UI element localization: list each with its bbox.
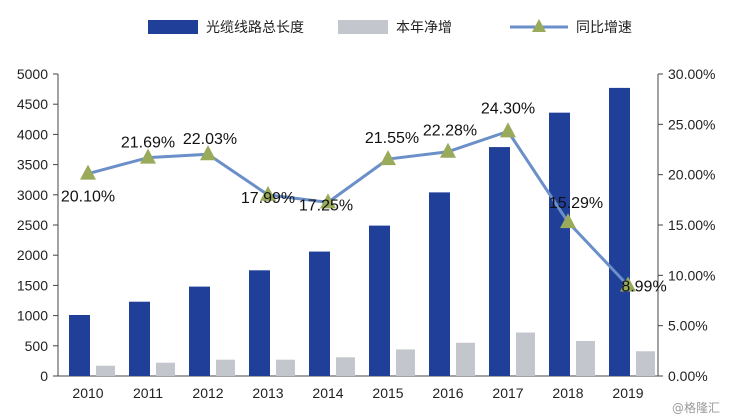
legend-marker-growth xyxy=(532,19,546,32)
growth-line-layer xyxy=(80,122,636,292)
growth-marker xyxy=(440,142,456,158)
growth-data-label: 15.29% xyxy=(549,195,603,212)
growth-marker xyxy=(140,148,156,164)
bar-total-length xyxy=(429,192,450,376)
x-axis-ticks: 2010 2011 2012 2013 2014 2015 2016 2017 2018 2019 xyxy=(72,385,643,401)
growth-marker xyxy=(500,122,516,138)
growth-data-label: 20.10% xyxy=(61,189,115,206)
x-tick-label: 2018 xyxy=(552,385,583,401)
growth-data-label: 24.30% xyxy=(481,100,535,117)
x-tick-label: 2014 xyxy=(312,385,343,401)
bar-net-increase xyxy=(336,357,355,376)
bar-net-increase xyxy=(456,342,475,376)
left-tick-label: 1500 xyxy=(17,277,48,293)
bar-net-increase xyxy=(576,340,595,376)
bar-net-increase xyxy=(516,332,535,376)
left-tick-label: 0 xyxy=(40,368,48,384)
right-tick-label: 30.00% xyxy=(668,66,715,82)
bar-net-increase xyxy=(96,365,115,376)
growth-data-label: 22.03% xyxy=(183,131,237,148)
growth-marker xyxy=(200,145,216,161)
bar-net-increase xyxy=(156,362,175,376)
growth-line xyxy=(87,129,630,287)
bar-total-length xyxy=(249,270,270,376)
legend: 光缆线路总长度 本年净增 同比增速 xyxy=(148,19,632,36)
growth-marker xyxy=(380,150,396,166)
growth-data-label: 8.99% xyxy=(621,279,666,296)
bar-net-increase xyxy=(216,359,235,376)
data-labels-layer: 20.10% 21.69% 22.03% 17.99% 17.25% 21.55% 22.2… xyxy=(61,100,667,295)
legend-label-total-length: 光缆线路总长度 xyxy=(206,20,304,36)
growth-data-label: 21.69% xyxy=(121,135,175,152)
x-tick-label: 2010 xyxy=(72,385,103,401)
bar-total-length xyxy=(489,147,510,376)
x-tick-label: 2013 xyxy=(252,385,283,401)
bar-total-length xyxy=(609,87,630,376)
growth-data-label: 17.99% xyxy=(241,190,295,207)
bar-total-length xyxy=(129,301,150,376)
growth-marker xyxy=(620,276,636,292)
left-axis-ticks: 0 500 1000 1500 2000 2500 3000 3500 4000 4500 5000 xyxy=(17,66,58,384)
left-tick-label: 3500 xyxy=(17,157,48,173)
bar-total-length xyxy=(549,112,570,376)
bars-layer xyxy=(69,87,655,376)
x-tick-label: 2011 xyxy=(133,385,163,401)
growth-marker xyxy=(560,213,576,229)
left-tick-label: 500 xyxy=(25,338,49,354)
bar-net-increase xyxy=(396,349,415,376)
growth-marker xyxy=(260,185,276,201)
growth-marker xyxy=(80,164,96,180)
x-tick-label: 2016 xyxy=(432,385,463,401)
legend-label-net-increase: 本年净增 xyxy=(396,20,452,36)
legend-label-growth: 同比增速 xyxy=(576,20,632,36)
growth-data-label: 22.28% xyxy=(423,123,477,140)
watermark: @格隆汇 xyxy=(672,400,720,415)
left-tick-label: 2500 xyxy=(17,217,48,233)
left-tick-label: 2000 xyxy=(17,247,48,263)
bar-total-length xyxy=(369,225,390,376)
bar-net-increase xyxy=(636,351,655,376)
growth-marker xyxy=(320,193,336,209)
right-tick-label: 25.00% xyxy=(668,116,715,132)
bar-total-length xyxy=(69,314,90,376)
right-axis-ticks: 0.00% 5.00% 10.00% 15.00% 20.00% 25.00% 30.00% xyxy=(658,66,715,384)
bar-net-increase xyxy=(276,359,295,376)
x-tick-label: 2019 xyxy=(612,385,643,401)
x-tick-label: 2015 xyxy=(372,385,403,401)
growth-data-label: 21.55% xyxy=(365,130,419,147)
left-tick-label: 4500 xyxy=(17,96,48,112)
left-tick-label: 4000 xyxy=(17,126,48,142)
legend-swatch-net-increase xyxy=(338,20,388,34)
right-tick-label: 15.00% xyxy=(668,217,715,233)
left-tick-label: 1000 xyxy=(17,308,48,324)
bar-total-length xyxy=(309,251,330,376)
x-tick-label: 2017 xyxy=(492,385,523,401)
right-tick-label: 5.00% xyxy=(668,318,708,334)
right-tick-label: 20.00% xyxy=(668,167,715,183)
right-tick-label: 10.00% xyxy=(668,267,715,283)
legend-swatch-total-length xyxy=(148,20,198,34)
left-tick-label: 5000 xyxy=(17,66,48,82)
x-tick-label: 2012 xyxy=(192,385,223,401)
growth-data-label: 17.25% xyxy=(299,197,353,214)
left-tick-label: 3000 xyxy=(17,187,48,203)
bar-total-length xyxy=(189,286,210,376)
right-tick-label: 0.00% xyxy=(668,368,708,384)
